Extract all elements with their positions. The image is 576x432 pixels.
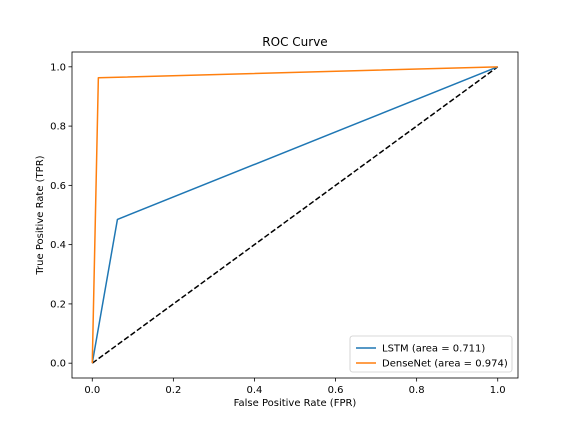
x-tick-label: 1.0 [490, 385, 506, 396]
x-tick-label: 0.8 [409, 385, 425, 396]
y-tick-label: 0.0 [50, 359, 66, 370]
x-axis-ticks: 0.0 0.2 0.4 0.6 0.8 1.0 [84, 378, 506, 396]
y-tick-label: 0.2 [50, 299, 66, 310]
series-layer [91, 66, 499, 364]
y-axis-ticks: 0.0 0.2 0.4 0.6 0.8 1.0 [50, 62, 72, 370]
y-tick-label: 0.4 [50, 240, 66, 251]
series-line-1 [91, 66, 498, 364]
y-tick-label: 0.8 [50, 122, 66, 133]
y-tick-label: 0.6 [50, 181, 66, 192]
chart-title: ROC Curve [262, 35, 327, 49]
y-tick-label: 1.0 [50, 62, 66, 73]
legend-box [349, 335, 513, 373]
x-tick-label: 0.4 [247, 385, 263, 396]
legend: LSTM (area = 0.711) DenseNet (area = 0.97… [349, 335, 513, 373]
y-axis-label: True Positive Rate (TPR) [35, 155, 46, 275]
series-line-0 [91, 66, 499, 364]
x-axis-label: False Positive Rate (FPR) [234, 398, 357, 409]
reference-diagonal-line [91, 66, 499, 364]
x-tick-label: 0.6 [328, 385, 344, 396]
plot-frame [71, 51, 519, 379]
x-tick-label: 0.0 [84, 385, 100, 396]
legend-label-1: DenseNet (area = 0.974) [382, 359, 508, 370]
x-tick-label: 0.2 [165, 385, 181, 396]
legend-label-0: LSTM (area = 0.711) [382, 344, 485, 355]
